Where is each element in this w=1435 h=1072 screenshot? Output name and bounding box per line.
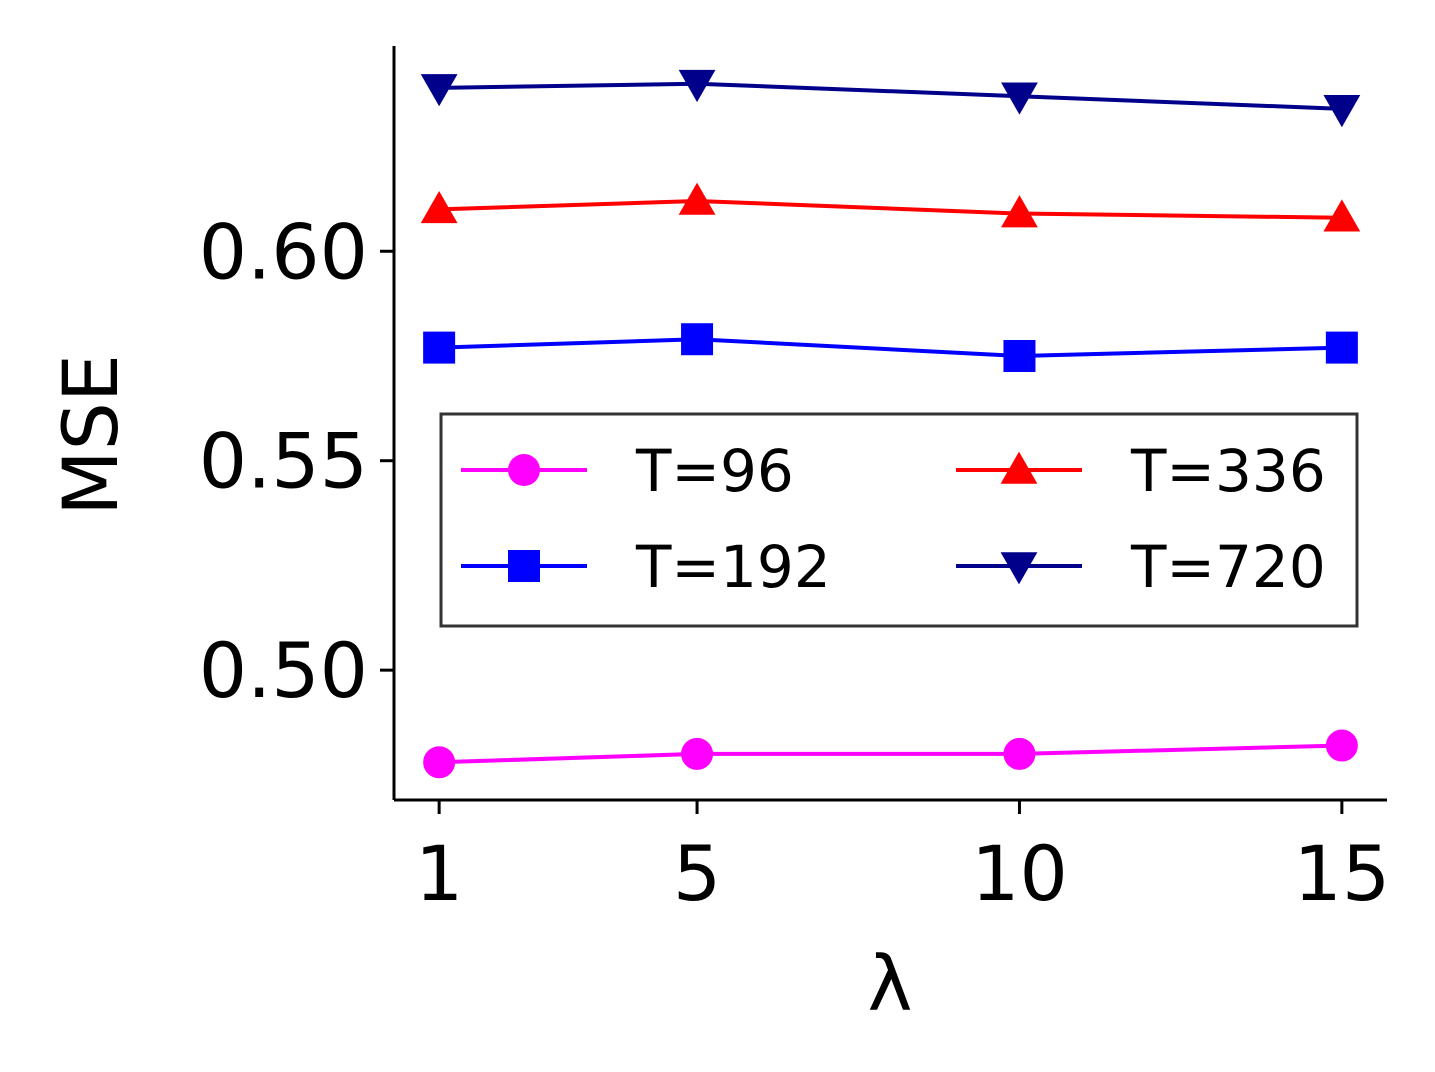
data-point-t-720 [420, 74, 458, 107]
legend-marker [508, 550, 540, 582]
series-t-192 [423, 323, 1358, 372]
series-line-t-720 [439, 81, 1342, 111]
y-tick-label: 0.50 [199, 626, 368, 715]
data-point-t-96 [681, 737, 714, 770]
legend-item-t-192: T=192 [461, 533, 831, 601]
legend-label: T=96 [635, 437, 794, 505]
legend-marker [1000, 451, 1038, 484]
data-point-t-96 [1003, 737, 1036, 770]
data-point-t-336 [1001, 195, 1038, 228]
data-point-t-96 [1325, 729, 1358, 762]
y-ticks: 0.50 0.55 0.60 [199, 207, 394, 715]
data-point-t-192 [423, 331, 456, 364]
legend: T=96 T=192 T=336 T=720 [439, 412, 1359, 628]
series-line-t-96 [439, 743, 1342, 765]
data-point-t-336 [678, 182, 716, 215]
plot-area: 0.500.550.60 1 5 10 15 [199, 46, 1390, 918]
series-t-96 [423, 729, 1358, 779]
data-point-t-336 [420, 190, 458, 224]
series-t-720 [420, 69, 1361, 128]
series-layer [420, 69, 1361, 779]
series-t-336 [420, 182, 1361, 232]
series-line-t-192 [439, 337, 1342, 358]
data-point-t-192 [1003, 339, 1036, 372]
legend-marker [1000, 552, 1038, 585]
legend-label: T=336 [1130, 437, 1326, 505]
x-ticks: 1 5 10 15 [415, 800, 1390, 918]
legend-label: T=720 [1130, 533, 1326, 601]
data-point-t-720 [1323, 95, 1361, 128]
data-point-t-192 [681, 323, 714, 356]
x-tick-label: 1 [415, 829, 463, 918]
series-line-t-336 [439, 198, 1342, 220]
legend-marker [508, 454, 540, 486]
data-point-t-720 [1001, 82, 1038, 115]
x-axis-title: λ [868, 939, 913, 1028]
legend-box [439, 412, 1359, 628]
x-tick-label: 10 [971, 829, 1068, 918]
data-point-t-720 [678, 69, 716, 103]
data-point-t-336 [1323, 199, 1361, 232]
x-tick-label: 5 [673, 829, 721, 918]
x-tick-label: 15 [1294, 829, 1391, 918]
legend-label: T=192 [635, 533, 831, 601]
data-point-t-96 [423, 746, 456, 779]
legend-item-t-720: T=720 [956, 533, 1326, 601]
y-axis-title: MSE [46, 354, 135, 516]
legend-items: T=96 T=192 T=336 T=720 [461, 437, 1326, 601]
y-tick-label: 0.55 [199, 417, 368, 506]
legend-item-t-336: T=336 [956, 437, 1326, 505]
legend-item-t-96: T=96 [461, 437, 794, 505]
y-tick-label: 0.60 [199, 207, 368, 296]
data-point-t-192 [1325, 331, 1358, 364]
